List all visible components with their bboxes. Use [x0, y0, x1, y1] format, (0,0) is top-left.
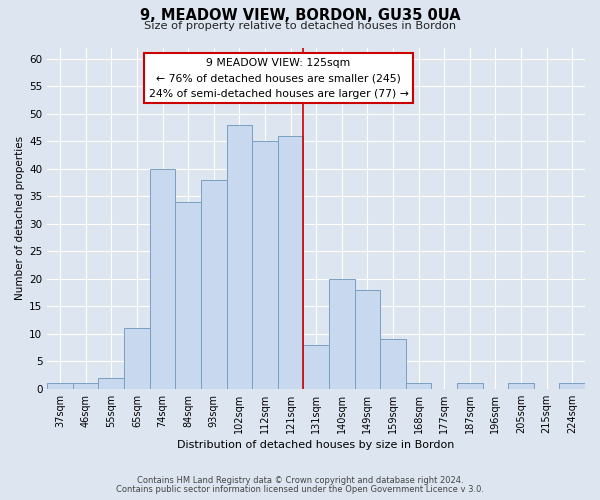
Text: 9, MEADOW VIEW, BORDON, GU35 0UA: 9, MEADOW VIEW, BORDON, GU35 0UA	[140, 8, 460, 22]
Text: Contains public sector information licensed under the Open Government Licence v : Contains public sector information licen…	[116, 485, 484, 494]
Y-axis label: Number of detached properties: Number of detached properties	[15, 136, 25, 300]
Text: Contains HM Land Registry data © Crown copyright and database right 2024.: Contains HM Land Registry data © Crown c…	[137, 476, 463, 485]
X-axis label: Distribution of detached houses by size in Bordon: Distribution of detached houses by size …	[178, 440, 455, 450]
Bar	[559, 384, 585, 389]
Bar	[406, 384, 431, 389]
Bar	[150, 168, 175, 389]
Bar	[457, 384, 482, 389]
Bar	[278, 136, 304, 389]
Bar	[252, 141, 278, 389]
Bar	[73, 384, 98, 389]
Bar	[329, 278, 355, 389]
Bar	[175, 202, 201, 389]
Text: 9 MEADOW VIEW: 125sqm
← 76% of detached houses are smaller (245)
24% of semi-det: 9 MEADOW VIEW: 125sqm ← 76% of detached …	[149, 58, 409, 99]
Bar	[98, 378, 124, 389]
Bar	[47, 384, 73, 389]
Text: Size of property relative to detached houses in Bordon: Size of property relative to detached ho…	[144, 21, 456, 31]
Bar	[124, 328, 150, 389]
Bar	[201, 180, 227, 389]
Bar	[355, 290, 380, 389]
Bar	[508, 384, 534, 389]
Bar	[304, 345, 329, 389]
Bar	[380, 340, 406, 389]
Bar	[227, 124, 252, 389]
